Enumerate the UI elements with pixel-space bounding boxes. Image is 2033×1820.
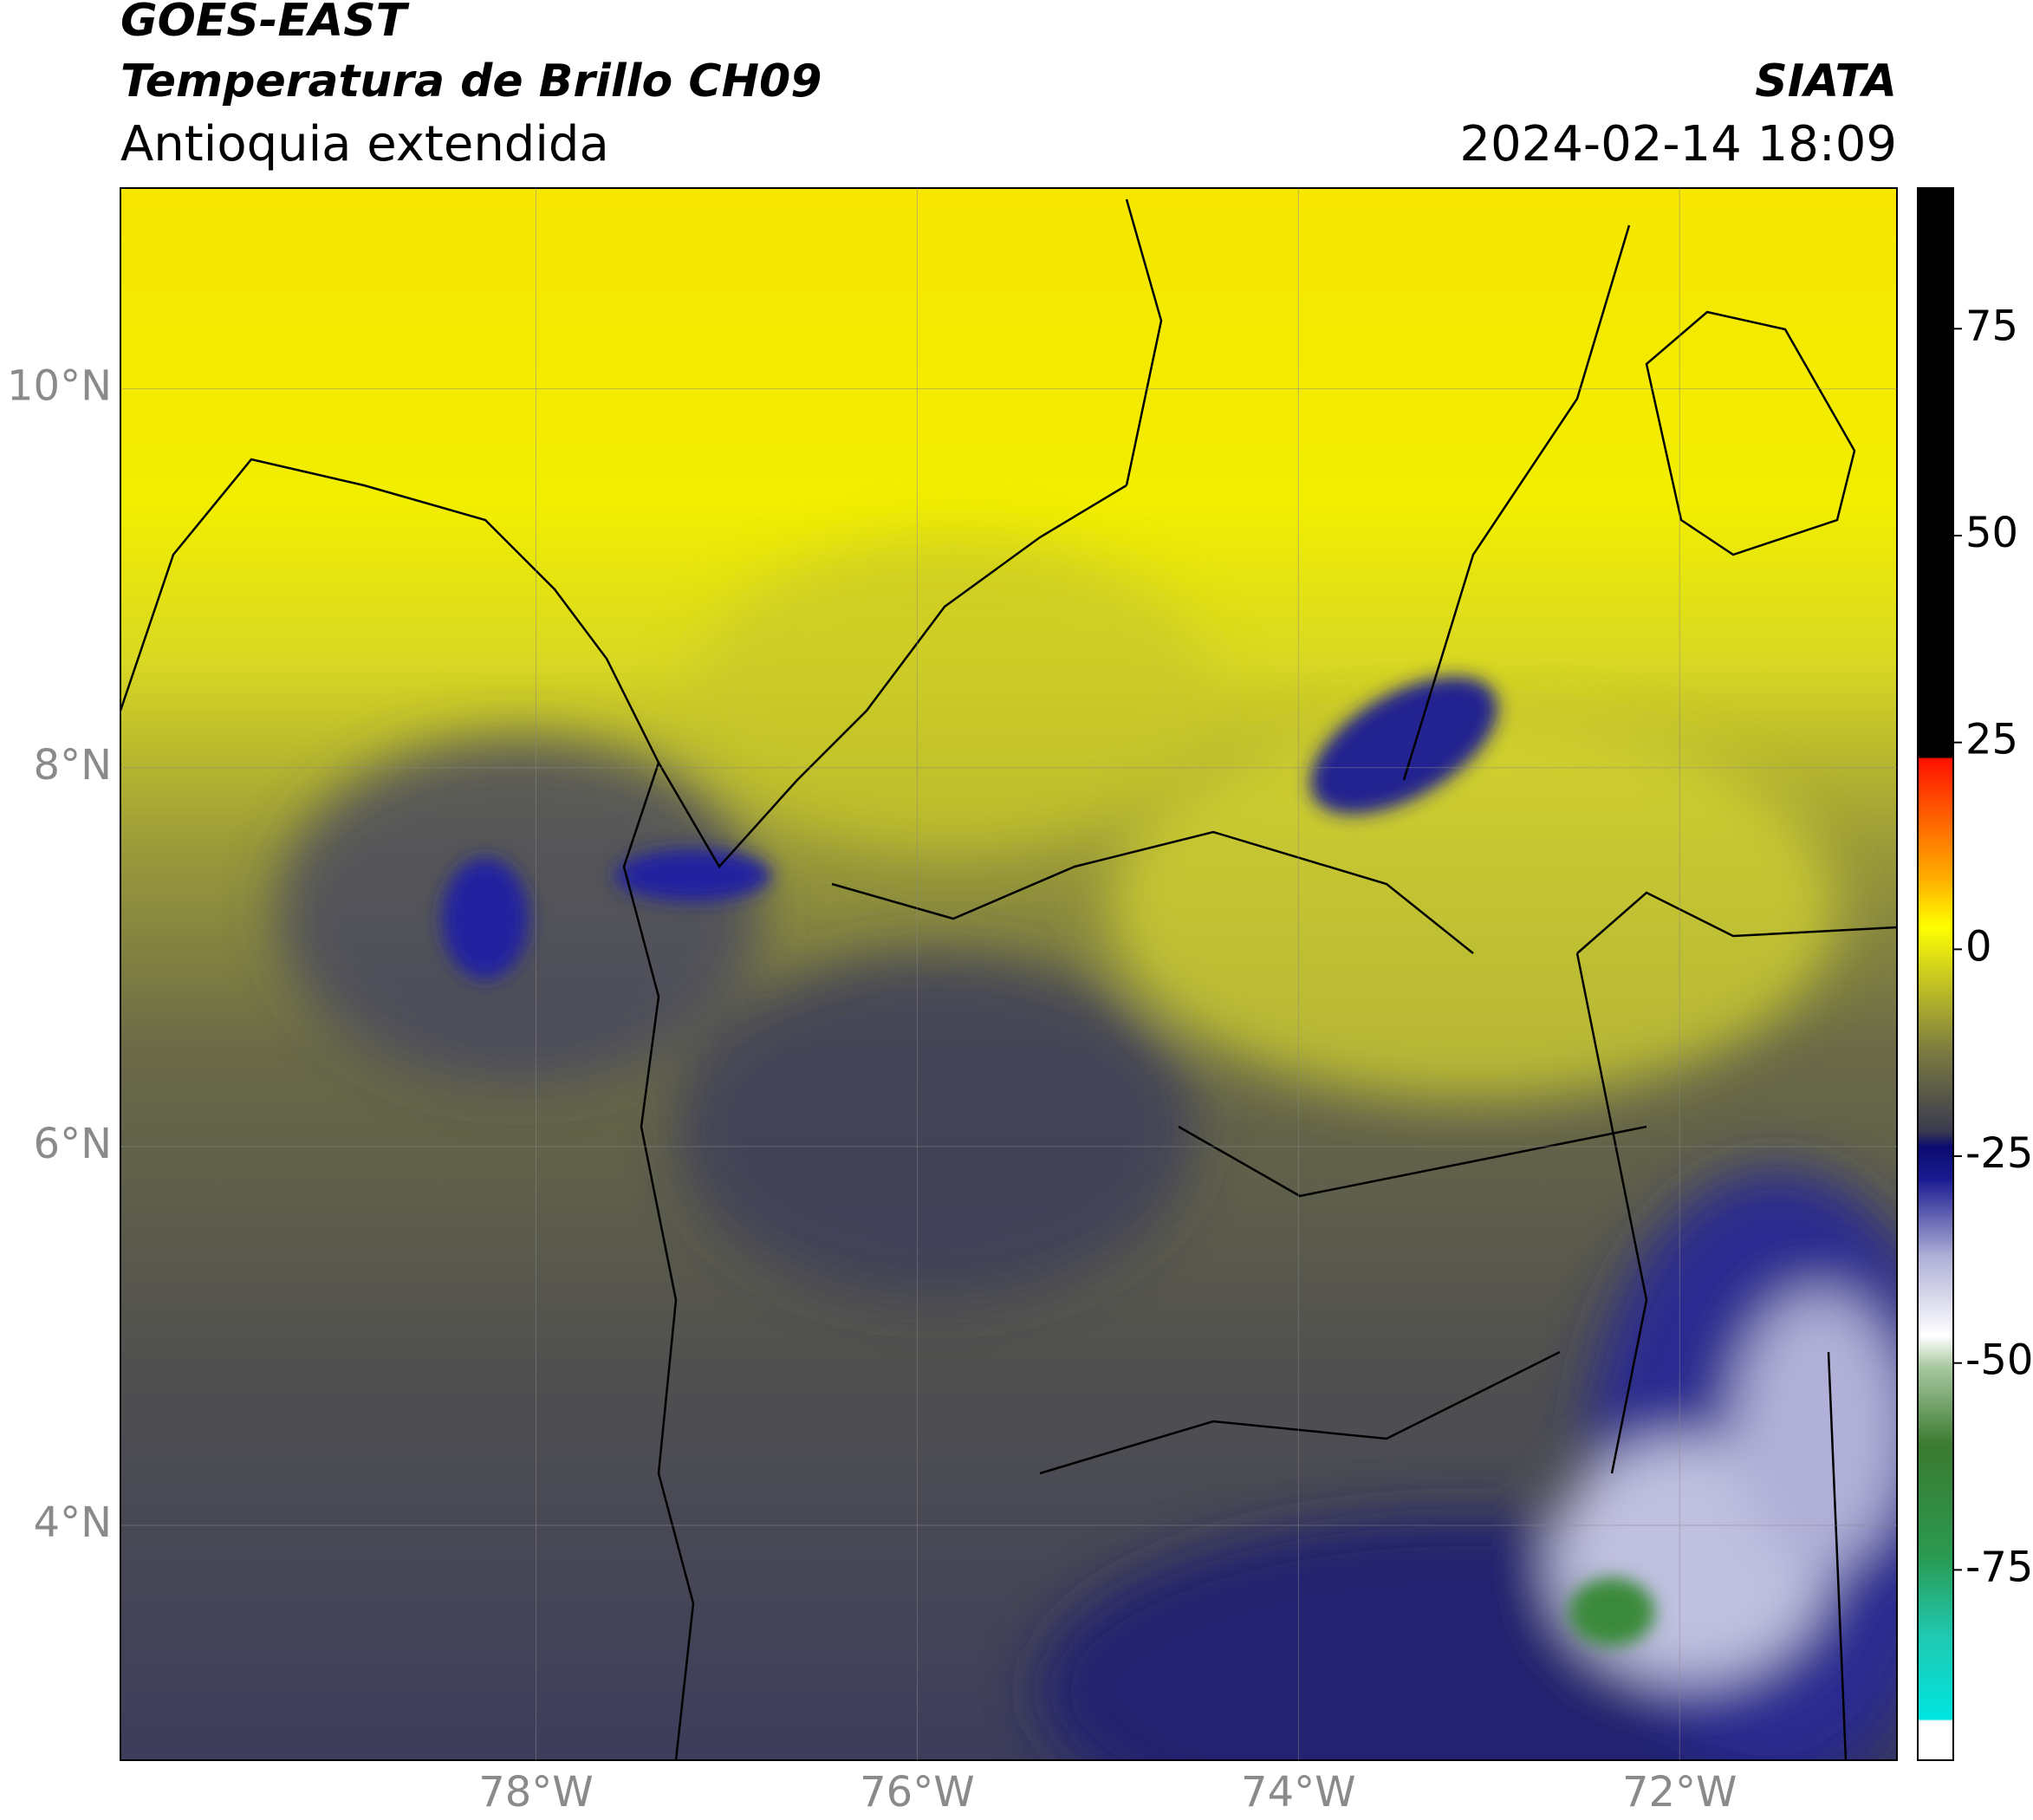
- datetime: 2024-02-14 18:09: [1459, 116, 1897, 172]
- colorbar-tick-label: 0: [1965, 922, 1992, 971]
- colorbar-tick-label: 50: [1965, 509, 2018, 557]
- lon-tick-label: 72°W: [1622, 1768, 1737, 1817]
- lat-tick-label: 4°N: [34, 1498, 112, 1547]
- lon-tick-label: 74°W: [1241, 1768, 1356, 1817]
- map-image: [120, 188, 1897, 1760]
- colorbar-tick-label: -50: [1965, 1336, 2033, 1385]
- source: SIATA: [1755, 55, 1897, 107]
- colorbar-tick-label: 75: [1965, 302, 2018, 350]
- map-frame: [120, 187, 1898, 1761]
- colorbar-tick-label: -25: [1965, 1129, 2033, 1178]
- satellite: GOES-EAST: [120, 0, 410, 47]
- lat-tick-label: 8°N: [34, 741, 112, 790]
- lat-tick-label: 6°N: [34, 1120, 112, 1168]
- colorbar-tick-label: -75: [1965, 1543, 2033, 1591]
- lon-tick-label: 78°W: [478, 1768, 594, 1817]
- region: Antioquia extendida: [120, 116, 609, 172]
- colorbar: [1917, 187, 1954, 1761]
- lon-tick-label: 76°W: [860, 1768, 975, 1817]
- lat-tick-label: 10°N: [7, 362, 112, 411]
- product: Temperatura de Brillo CH09: [120, 55, 822, 107]
- colorbar-tick-label: 25: [1965, 716, 2018, 764]
